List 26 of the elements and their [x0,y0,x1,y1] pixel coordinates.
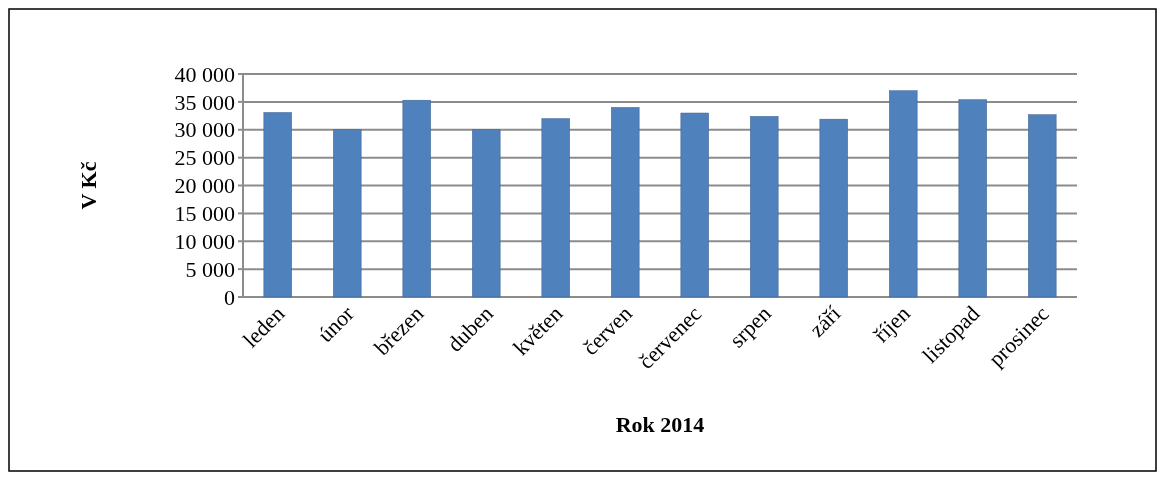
y-tick-label: 40 000 [174,61,235,87]
y-axis-title: V Kč [76,161,101,210]
bar [750,116,779,298]
bar [958,99,987,298]
bar [263,112,292,298]
bar [1028,114,1057,298]
x-axis-title: Rok 2014 [615,412,705,437]
bar [472,129,501,298]
x-tick-label: únor [312,300,360,348]
y-tick-label: 35 000 [174,89,235,115]
bar [889,90,918,298]
x-tick-label: září [804,300,846,342]
y-tick-label: 10 000 [174,228,235,254]
y-tick-label: 25 000 [174,145,235,171]
y-tick-label: 0 [224,284,235,310]
y-tick-label: 15 000 [174,201,235,227]
bar [541,118,570,298]
bar [333,129,362,298]
x-tick-label: říjen [868,300,915,348]
bar [819,118,848,298]
bar [611,107,640,298]
y-tick-label: 5 000 [185,256,235,282]
bar [680,112,709,298]
bar [402,99,431,298]
y-tick-label: 20 000 [174,173,235,199]
y-tick-label: 30 000 [174,117,235,143]
